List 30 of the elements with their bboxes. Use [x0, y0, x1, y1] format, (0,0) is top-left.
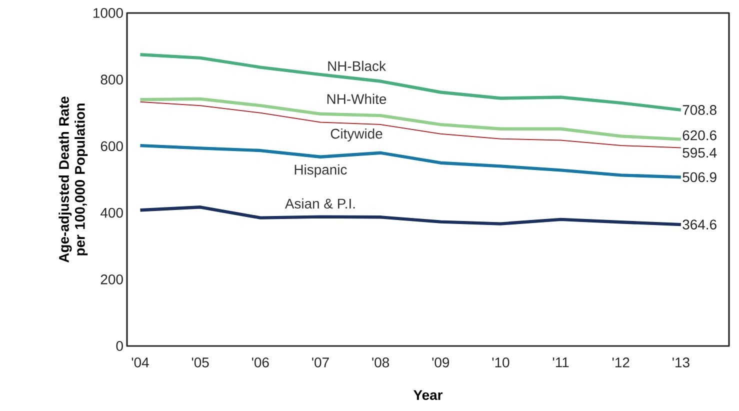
x-tick-label: '13	[672, 358, 690, 368]
data-label: 620.6	[682, 130, 716, 140]
y-tick-label: 600	[100, 141, 123, 152]
x-tick-label: '04	[132, 358, 149, 368]
data-label: 506.9	[682, 172, 716, 182]
y-axis-title: Age-adjusted Death Rate per 100,000 Population	[58, 96, 88, 262]
data-label: 708.8	[682, 105, 716, 115]
y-tick-label: 0	[116, 341, 123, 351]
line-series	[138, 53, 683, 112]
line-series	[138, 144, 683, 179]
x-tick-label: '05	[192, 358, 209, 368]
series-label: Hispanic	[294, 164, 347, 178]
data-label: 364.6	[682, 220, 716, 230]
x-tick-label: '12	[612, 358, 630, 368]
data-label: 595.4	[682, 148, 717, 158]
series-label: Citywide	[330, 128, 382, 142]
x-tick-label: '08	[372, 358, 390, 368]
y-tick-label: 1000	[94, 8, 123, 18]
x-tick-label: '09	[432, 358, 450, 368]
x-tick-label: '11	[552, 358, 569, 368]
x-tick-label: '07	[312, 358, 329, 368]
series-label: Asian & P.I.	[284, 198, 355, 209]
x-axis-title: Year	[414, 390, 443, 400]
y-tick-label: 200	[100, 274, 123, 284]
x-tick-label: '06	[252, 358, 269, 368]
y-tick-label: 400	[100, 208, 123, 218]
series-label: NH-Black	[328, 60, 386, 72]
y-tick-label: 800	[100, 74, 123, 85]
series-label: NH-White	[327, 94, 386, 104]
x-tick-label: '10	[492, 358, 510, 368]
